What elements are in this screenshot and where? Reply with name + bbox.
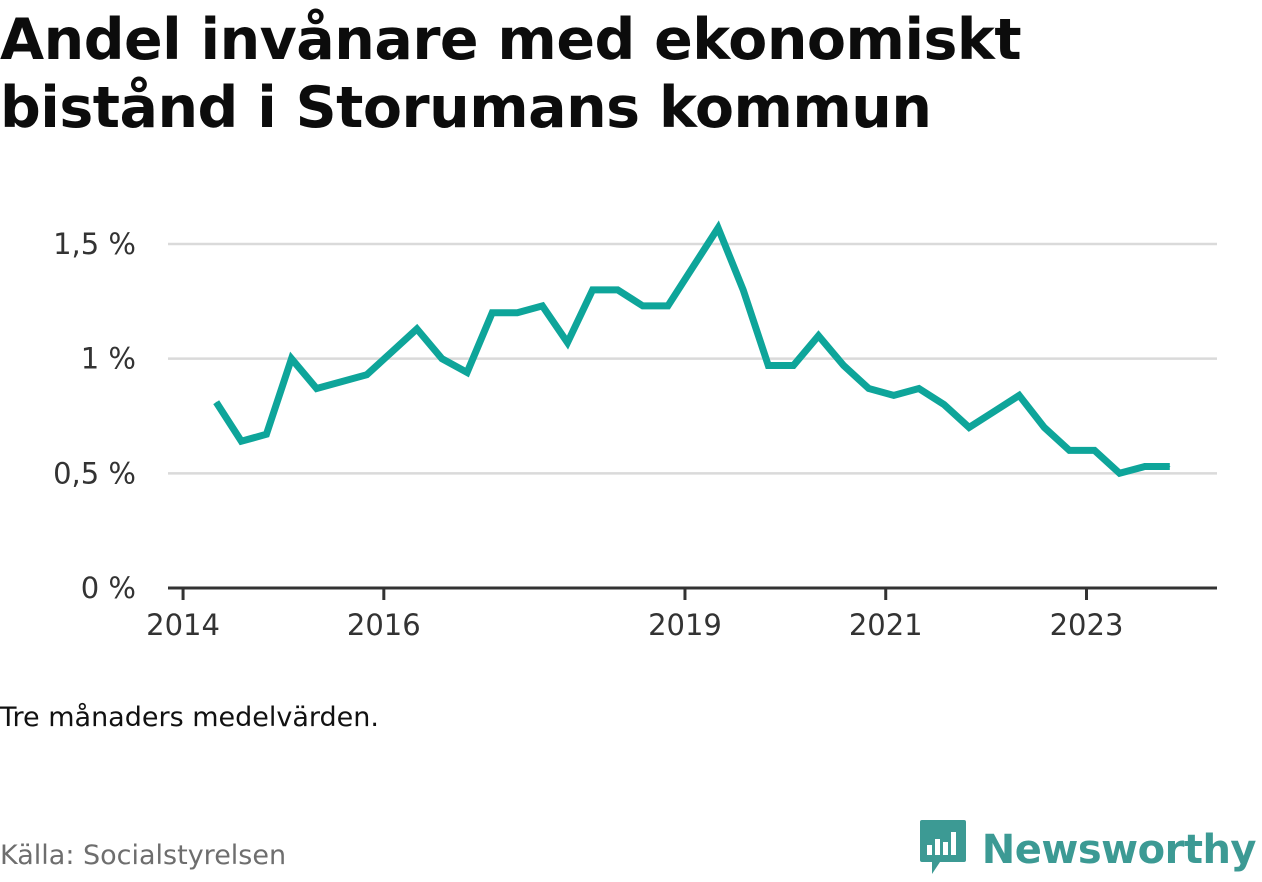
x-axis: 2014 2016 2019 2021 2023 (146, 586, 1217, 642)
data-point (265, 433, 267, 435)
series-layer (213, 220, 1171, 478)
data-point (240, 440, 242, 442)
y-tick-label: 0 % (81, 571, 136, 605)
data-point (1119, 472, 1121, 474)
data-point (592, 289, 594, 291)
chart-note: Tre månaders medelvärden. (0, 702, 379, 733)
data-point (291, 358, 292, 360)
x-tick-label: 2014 (146, 608, 220, 642)
x-tick-label: 2023 (1050, 608, 1124, 642)
data-point (316, 388, 318, 389)
data-point (717, 227, 719, 229)
data-point (918, 388, 920, 389)
data-point (391, 351, 393, 353)
line-chart: 0 % 0,5 % 1 % 1,5 % 2014 2016 2019 2021 2023 (53, 220, 1217, 642)
data-point (843, 365, 845, 366)
grid-lines (168, 242, 1217, 475)
data-point (1144, 466, 1146, 467)
y-tick-label: 1,5 % (53, 227, 136, 261)
data-point (692, 266, 694, 268)
series-line-0 (213, 220, 1170, 478)
data-point (943, 404, 945, 405)
data-point (968, 427, 970, 428)
data-point (567, 342, 568, 344)
y-tick-label: 0,5 % (53, 456, 136, 490)
data-point (1043, 427, 1045, 428)
data-point (491, 312, 493, 314)
data-point (792, 365, 794, 366)
source-label: Källa: Socialstyrelsen (0, 840, 287, 871)
data-point (617, 289, 619, 291)
y-tick-label: 1 % (81, 342, 136, 376)
data-point (1018, 394, 1020, 396)
x-tick-label: 2016 (347, 608, 421, 642)
x-tick-label: 2019 (648, 608, 722, 642)
data-point (893, 394, 895, 396)
data-point (993, 410, 995, 412)
data-point (341, 381, 343, 383)
data-point (642, 305, 644, 307)
x-tick-label: 2021 (849, 608, 923, 642)
data-point (767, 365, 769, 366)
data-point (466, 371, 468, 373)
data-point (215, 401, 217, 403)
brand-logo[interactable]: Newsworthy (918, 818, 1257, 882)
data-point (541, 305, 543, 307)
data-point (742, 289, 744, 291)
data-point (1068, 449, 1070, 451)
data-point (1094, 449, 1095, 451)
chart-title: Andel invånare med ekonomiskt bistånd i … (0, 7, 1022, 141)
data-point (868, 388, 870, 389)
data-point (441, 358, 443, 360)
data-point (366, 374, 368, 376)
data-point (1169, 466, 1171, 467)
data-point (818, 335, 819, 337)
data-point (667, 305, 669, 307)
newsworthy-logo-icon (918, 818, 968, 882)
y-axis-ticks: 0 % 0,5 % 1 % 1,5 % (53, 227, 136, 605)
data-point (516, 312, 518, 314)
data-point (416, 328, 418, 330)
brand-name: Newsworthy (981, 827, 1257, 873)
